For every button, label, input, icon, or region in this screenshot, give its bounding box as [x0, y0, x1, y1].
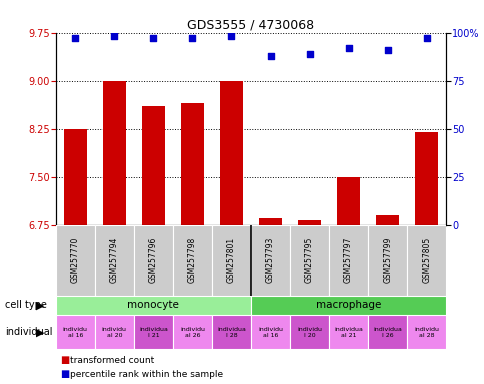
Bar: [289, 225, 329, 296]
Bar: [56, 296, 251, 315]
Text: individual: individual: [5, 327, 52, 337]
Bar: [141, 106, 165, 225]
Text: GSM257801: GSM257801: [227, 237, 236, 283]
Bar: [212, 315, 251, 349]
Point: [149, 35, 157, 41]
Bar: [181, 103, 204, 225]
Bar: [336, 177, 360, 225]
Bar: [56, 315, 95, 349]
Point: [422, 35, 430, 41]
Text: GSM257798: GSM257798: [187, 237, 197, 283]
Bar: [251, 315, 289, 349]
Bar: [134, 225, 173, 296]
Bar: [297, 220, 320, 225]
Bar: [407, 315, 445, 349]
Text: GSM257797: GSM257797: [343, 237, 352, 283]
Point: [71, 35, 79, 41]
Bar: [329, 225, 367, 296]
Text: GSM257795: GSM257795: [304, 237, 314, 283]
Bar: [95, 315, 134, 349]
Bar: [289, 315, 329, 349]
Bar: [103, 81, 126, 225]
Title: GDS3555 / 4730068: GDS3555 / 4730068: [187, 18, 314, 31]
Text: individua
l 26: individua l 26: [372, 327, 401, 338]
Text: individua
l 28: individua l 28: [216, 327, 245, 338]
Text: cell type: cell type: [5, 300, 46, 310]
Text: individu
al 20: individu al 20: [102, 327, 127, 338]
Text: individua
l 21: individua l 21: [138, 327, 167, 338]
Point: [188, 35, 196, 41]
Bar: [63, 129, 87, 225]
Bar: [173, 315, 212, 349]
Bar: [251, 225, 289, 296]
Bar: [173, 225, 212, 296]
Bar: [407, 225, 445, 296]
Text: ▶: ▶: [36, 327, 45, 337]
Text: GSM257770: GSM257770: [71, 237, 80, 283]
Point: [383, 47, 391, 53]
Point: [266, 53, 274, 59]
Text: individu
al 16: individu al 16: [257, 327, 283, 338]
Bar: [56, 225, 95, 296]
Bar: [328, 315, 367, 349]
Bar: [219, 81, 242, 225]
Text: individu
l 20: individu l 20: [296, 327, 321, 338]
Text: GSM257805: GSM257805: [421, 237, 430, 283]
Text: ■: ■: [60, 355, 70, 365]
Point: [344, 45, 352, 51]
Point: [110, 33, 118, 40]
Bar: [414, 132, 438, 225]
Text: GSM257793: GSM257793: [265, 237, 274, 283]
Text: ▶: ▶: [36, 300, 45, 310]
Bar: [134, 315, 173, 349]
Text: individu
al 16: individu al 16: [62, 327, 88, 338]
Text: individu
al 28: individu al 28: [413, 327, 439, 338]
Bar: [367, 225, 407, 296]
Bar: [375, 215, 398, 225]
Bar: [212, 225, 251, 296]
Text: individu
al 26: individu al 26: [180, 327, 205, 338]
Text: transformed count: transformed count: [70, 356, 154, 365]
Bar: [251, 296, 445, 315]
Bar: [367, 315, 407, 349]
Text: GSM257799: GSM257799: [382, 237, 392, 283]
Text: monocyte: monocyte: [127, 300, 179, 310]
Text: GSM257794: GSM257794: [109, 237, 119, 283]
Bar: [258, 218, 282, 225]
Text: percentile rank within the sample: percentile rank within the sample: [70, 370, 223, 379]
Text: ■: ■: [60, 369, 70, 379]
Text: GSM257796: GSM257796: [149, 237, 158, 283]
Text: macrophage: macrophage: [315, 300, 380, 310]
Point: [227, 33, 235, 40]
Point: [305, 51, 313, 57]
Text: individua
al 21: individua al 21: [333, 327, 363, 338]
Bar: [95, 225, 134, 296]
